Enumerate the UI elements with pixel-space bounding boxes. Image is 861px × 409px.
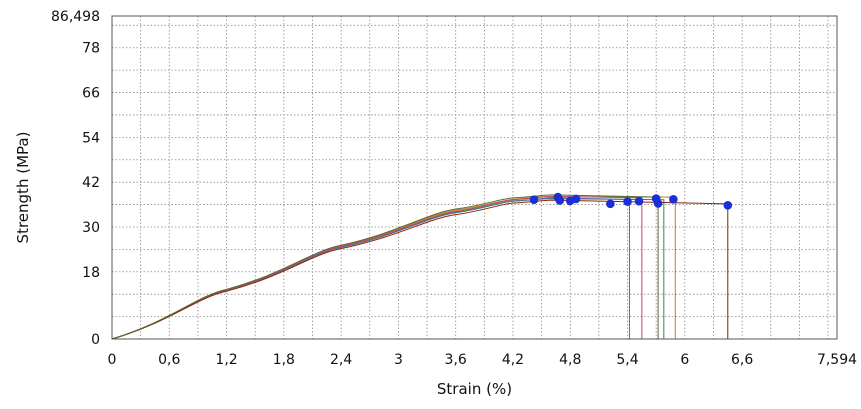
- x-tick-label: 3,6: [445, 352, 467, 368]
- x-tick-label: 6,6: [731, 352, 753, 368]
- failure-point: [634, 196, 644, 206]
- failure-point: [529, 195, 539, 205]
- x-tick-label: 3: [394, 352, 403, 368]
- x-tick-label: 4,2: [502, 352, 524, 368]
- x-tick-label: 7,594: [817, 352, 857, 368]
- x-tick-label: 2,4: [330, 352, 352, 368]
- failure-point: [606, 199, 615, 209]
- grid: [112, 16, 837, 339]
- series-lines: [111, 194, 729, 340]
- series-line-6: [111, 194, 659, 340]
- failure-point: [571, 194, 581, 204]
- x-tick-label: 6: [680, 352, 689, 368]
- failure-points: [529, 192, 733, 210]
- x-axis-label: Strain (%): [437, 380, 512, 398]
- y-tick-label: 18: [82, 265, 100, 281]
- x-tick-label: 4,8: [559, 352, 581, 368]
- x-tick-label: 1,2: [215, 352, 237, 368]
- y-tick-label: 54: [82, 130, 100, 146]
- series-line-1: [111, 196, 676, 340]
- series-line-3: [111, 195, 643, 340]
- failure-point: [623, 197, 632, 206]
- x-tick-label: 0: [108, 352, 117, 368]
- y-tick-label: 30: [82, 220, 100, 236]
- failure-point: [669, 195, 678, 204]
- y-tick-label: 78: [82, 41, 100, 57]
- plot-frame: [111, 15, 838, 340]
- series-line-4: [111, 197, 630, 340]
- y-tick-label: 0: [91, 332, 100, 348]
- failure-point: [723, 201, 733, 210]
- y-axis-label: Strength (MPa): [14, 132, 32, 244]
- tick-labels: 0 0,6 1,2 1,8 2,4 3 3,6 4,2 4,8 5,4 6 6,6 7,594 0 18 30…: [51, 9, 857, 368]
- failure-point: [653, 199, 663, 208]
- x-tick-label: 0,6: [158, 352, 180, 368]
- failure-point: [555, 196, 565, 205]
- y-tick-label: 42: [82, 175, 100, 191]
- series-line-5: [111, 199, 729, 340]
- x-tick-label: 1,8: [273, 352, 295, 368]
- y-tick-label: 66: [82, 86, 100, 102]
- x-tick-label: 5,4: [616, 352, 638, 368]
- y-tick-label: 86,498: [51, 9, 100, 25]
- series-line-2: [111, 198, 665, 340]
